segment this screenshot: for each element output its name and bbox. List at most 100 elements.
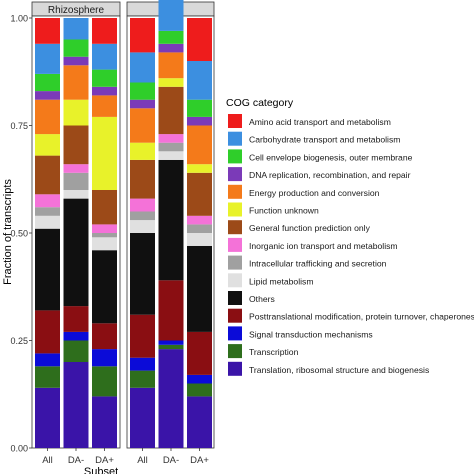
axes: All DA- DA+ All DA- DA+ 0.00 0.25 0.50 0.75 1.00 <box>10 14 209 467</box>
y-tick-label: 0.25 <box>10 336 28 346</box>
bar-segment <box>63 164 89 173</box>
bar-segment <box>187 374 212 384</box>
bar-segment <box>130 357 155 371</box>
bar-segment <box>35 207 60 216</box>
bar-segment <box>187 164 212 173</box>
bar-segment <box>130 198 155 212</box>
x-tick-label: All <box>42 455 53 466</box>
bar-segment <box>158 340 184 345</box>
legend-swatch <box>228 326 242 341</box>
bar-segment <box>63 331 89 341</box>
legend-swatch <box>228 237 242 252</box>
bar-segment <box>187 233 212 246</box>
legend-label: Signal transduction mechanisms <box>249 329 373 339</box>
bar-segment <box>187 383 212 397</box>
y-tick-label: 0.00 <box>10 444 28 454</box>
bar-segment <box>130 142 155 160</box>
facet-label: Rhizosphere <box>48 5 105 16</box>
bar-segment <box>158 43 184 53</box>
legend-swatch <box>228 184 242 199</box>
bar-segment <box>35 387 60 448</box>
bar-segment <box>92 95 117 117</box>
bar-segment <box>63 99 89 126</box>
bar-segment <box>158 86 184 135</box>
y-tick-label: 0.75 <box>10 121 28 131</box>
bar-segment <box>92 18 117 44</box>
bar-segment <box>92 224 117 233</box>
bar-segment <box>187 396 212 448</box>
legend-label: Translation, ribosomal structure and bio… <box>249 365 429 375</box>
bar-segment <box>130 211 155 221</box>
legend-swatch <box>228 344 242 359</box>
bar-segment <box>63 340 89 362</box>
bar-segment <box>35 18 60 44</box>
bar-segment <box>130 387 155 448</box>
legend-swatch <box>228 149 242 164</box>
bar-segment <box>35 228 60 311</box>
bar-segment <box>158 151 184 160</box>
legend-label: Cell envelope biogenesis, outer membrane <box>249 152 413 162</box>
bar-segment <box>187 99 212 117</box>
bar-segment <box>158 134 184 143</box>
x-tick-label: All <box>137 455 148 466</box>
y-tick-label: 0.50 <box>10 229 28 239</box>
bar-segment <box>35 310 60 354</box>
bar-segment <box>158 280 184 341</box>
bar-segment <box>63 39 89 57</box>
bar-segment <box>187 172 212 216</box>
x-axis-label: Subset <box>84 466 118 474</box>
bar-segment <box>130 370 155 388</box>
bar-segment <box>158 78 184 87</box>
bar-segment <box>130 99 155 109</box>
bar-segment <box>35 215 60 229</box>
bar-segment <box>92 86 117 96</box>
bar-segment <box>187 331 212 375</box>
bar-segment <box>92 323 117 350</box>
y-axis-label: Fraction of transcripts <box>2 179 14 285</box>
bar-segment <box>63 125 89 165</box>
bar-segment <box>187 215 212 225</box>
bar-segment <box>92 349 117 367</box>
legend-label: General function prediction only <box>249 223 371 233</box>
x-tick-label: DA+ <box>190 455 209 466</box>
bar-segment <box>130 18 155 53</box>
bar-segment <box>35 73 60 92</box>
legend-label: Lipid metabolism <box>249 276 313 286</box>
bar-segment <box>158 349 184 448</box>
bar-segment <box>158 159 184 281</box>
bar-segment <box>92 237 117 251</box>
legend-swatch <box>228 308 242 323</box>
bar-segment <box>130 314 155 358</box>
bar-segment <box>92 69 117 87</box>
legend-label: Energy production and conversion <box>249 188 380 198</box>
bar-segment <box>187 224 212 233</box>
legend-label: Transcription <box>249 347 299 357</box>
legend-swatch <box>228 220 242 235</box>
legend-label: Intracellular trafficking and secretion <box>249 259 387 269</box>
bar-segment <box>130 108 155 143</box>
bar-segment <box>92 233 117 238</box>
bar-segment <box>35 43 60 74</box>
legend-swatch <box>228 167 242 182</box>
bar-segment <box>92 43 117 70</box>
bar-segment <box>35 155 60 195</box>
bar-segment <box>130 233 155 315</box>
bar-segment <box>187 245 212 332</box>
bar-segment <box>187 116 212 126</box>
legend-swatch <box>228 202 242 217</box>
bar-segment <box>63 56 89 66</box>
bar-segments <box>35 0 212 448</box>
bar-segment <box>63 198 89 307</box>
bar-segment <box>35 366 60 388</box>
bar-segment <box>92 190 117 225</box>
x-tick-label: DA+ <box>95 455 114 466</box>
legend-swatch <box>228 361 242 376</box>
bar-segment <box>35 99 60 135</box>
bar-segment <box>130 82 155 100</box>
bar-segment <box>158 142 184 152</box>
legend-label: Posttranslational modification, protein … <box>249 312 474 322</box>
legend-label: Function unknown <box>249 206 319 216</box>
bar-segment <box>63 172 89 190</box>
legend-swatch <box>228 291 242 305</box>
